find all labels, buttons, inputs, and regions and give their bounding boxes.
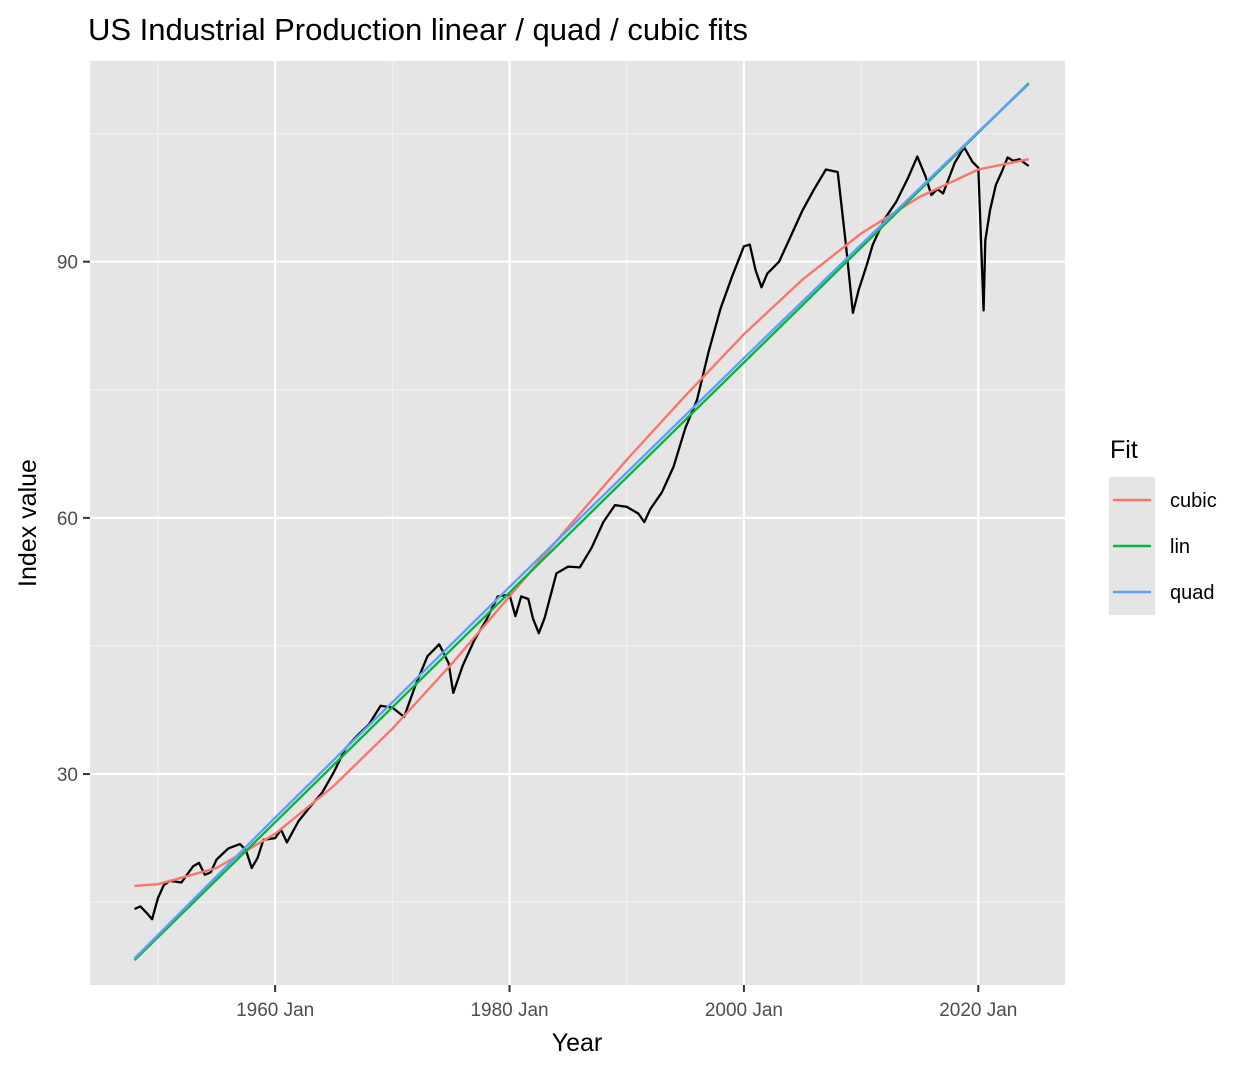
- minor-gridlines: [90, 61, 1065, 985]
- legend-label-quad: quad: [1170, 582, 1215, 604]
- series-line-lin: [133, 82, 1030, 962]
- y-tick-label: 90: [57, 253, 78, 274]
- y-tick-label: 30: [57, 765, 78, 786]
- axis-ticks: [83, 260, 980, 992]
- y-tick-label: 60: [57, 509, 78, 530]
- x-tick-label: 1980 Jan: [470, 1000, 548, 1021]
- legend: Fit cubic lin quad: [1109, 436, 1217, 615]
- series-line-cubic: [134, 158, 1029, 888]
- y-axis-title: Index value: [14, 459, 42, 587]
- plot-panel: [90, 61, 1065, 985]
- x-tick-label: 1960 Jan: [236, 1000, 314, 1021]
- series-line-quad: [133, 83, 1030, 960]
- x-axis-title: Year: [552, 1029, 603, 1057]
- legend-title: Fit: [1110, 436, 1138, 464]
- legend-label-cubic: cubic: [1170, 490, 1217, 512]
- legend-items: cubic lin quad: [1109, 477, 1217, 615]
- series-layer: [133, 82, 1030, 962]
- chart-title: US Industrial Production linear / quad /…: [88, 12, 748, 47]
- x-axis-tick-labels: 1960 Jan 1980 Jan 2000 Jan 2020 Jan: [236, 1000, 1017, 1021]
- legend-label-lin: lin: [1170, 536, 1190, 558]
- y-axis-tick-labels: 30 60 90: [57, 253, 78, 786]
- x-tick-label: 2020 Jan: [939, 1000, 1017, 1021]
- x-tick-label: 2000 Jan: [705, 1000, 783, 1021]
